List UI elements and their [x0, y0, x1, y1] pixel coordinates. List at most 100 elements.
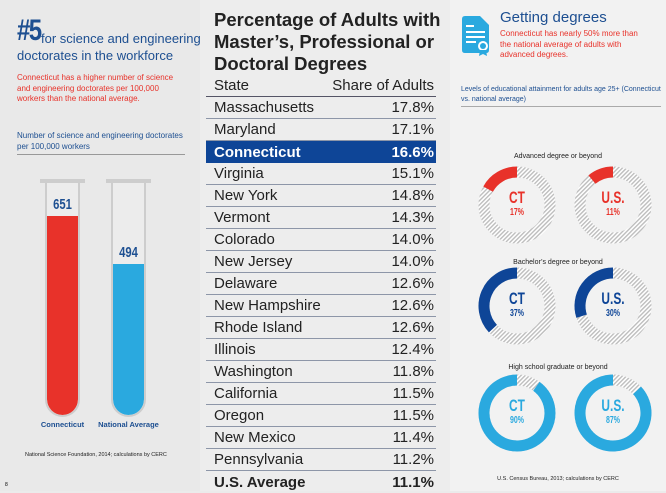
donut-slice — [483, 166, 518, 193]
table-row: Pennsylvania 11.2% — [206, 449, 436, 471]
table-row: Washington 11.8% — [206, 361, 436, 383]
share-value: 14.3% — [391, 209, 434, 226]
table-row: Illinois 12.4% — [206, 339, 436, 361]
share-value: 14.0% — [391, 231, 434, 248]
state-name: Colorado — [214, 231, 275, 248]
state-name: New Mexico — [214, 429, 296, 446]
tube-chart-label: Number of science and engineering doctor… — [17, 131, 185, 155]
share-value: 12.6% — [391, 297, 434, 314]
table-row: Maryland 17.1% — [206, 119, 436, 141]
table-row: New Mexico 11.4% — [206, 427, 436, 449]
table-row: New Hampshire 12.6% — [206, 295, 436, 317]
donut-slice — [478, 267, 518, 333]
donut-group-label: Bachelor’s degree or beyond — [513, 259, 603, 266]
donut-group-label: Advanced degree or beyond — [514, 153, 602, 160]
rank-text: for science and engineering doctorates i… — [17, 31, 201, 63]
table-row: Vermont 14.3% — [206, 207, 436, 229]
tube-value: 651 — [53, 196, 72, 213]
state-name: New Hampshire — [214, 297, 321, 314]
donut-name: CT — [509, 188, 525, 207]
table-row: Colorado 14.0% — [206, 229, 436, 251]
donut-center-label: U.S. 11% — [596, 188, 631, 219]
left-description: Connecticut has a higher number of scien… — [17, 73, 174, 103]
share-value: 15.1% — [391, 165, 434, 182]
donut-value: 90% — [509, 415, 524, 426]
tube-rim — [40, 179, 85, 183]
share-value: 12.6% — [391, 275, 434, 292]
donut-chart-label: Levels of educational attainment for adu… — [461, 85, 661, 107]
state-name: Washington — [214, 363, 293, 380]
share-value: 11.5% — [392, 385, 434, 402]
share-value: 16.6% — [391, 143, 434, 161]
share-value: 14.0% — [391, 253, 434, 270]
donut-center-label: U.S. 30% — [596, 289, 631, 320]
table-row: New Jersey 14.0% — [206, 251, 436, 273]
donut-center-label: CT 17% — [500, 188, 535, 219]
tube — [111, 183, 146, 417]
table-row: Delaware 12.6% — [206, 273, 436, 295]
state-name: Oregon — [214, 407, 265, 424]
table-row: New York 14.8% — [206, 185, 436, 207]
rank-number: #5 — [17, 14, 42, 47]
state-name: Delaware — [214, 275, 278, 292]
donut-slice — [478, 374, 556, 452]
table-row: U.S. Average 11.1% — [206, 471, 436, 493]
state-name: Illinois — [214, 341, 256, 358]
right-source: U.S. Census Bureau, 2013; calculations b… — [497, 476, 619, 482]
share-value: 12.6% — [391, 319, 434, 336]
donut-center-label: CT 37% — [500, 289, 535, 320]
column-header-state: State — [214, 77, 250, 94]
share-value: 17.8% — [391, 99, 434, 116]
page-number: 8 — [5, 482, 8, 488]
donut-group-label: High school graduate or beyond — [508, 364, 608, 371]
table-row: Oregon 11.5% — [206, 405, 436, 427]
donut-value: 17% — [509, 207, 524, 218]
tube — [45, 183, 80, 417]
share-value: 12.4% — [391, 341, 434, 358]
state-name: California — [214, 385, 278, 402]
donut-slice — [574, 267, 614, 318]
table-row: Connecticut 16.6% — [206, 141, 436, 163]
donut-name: U.S. — [601, 396, 625, 415]
table-row: Massachusetts 17.8% — [206, 97, 436, 119]
tube-label: Connecticut — [40, 420, 85, 429]
left-panel — [0, 0, 200, 491]
state-name: Vermont — [214, 209, 270, 226]
donut-charts — [478, 166, 652, 452]
share-value: 11.4% — [392, 429, 434, 446]
donut-center-label: CT 90% — [500, 396, 535, 427]
donut-center-label: U.S. 87% — [596, 396, 631, 427]
donut-name: CT — [509, 289, 525, 308]
table-row: Virginia 15.1% — [206, 163, 436, 185]
tube-value: 494 — [119, 243, 138, 261]
tube-fill-bar — [47, 216, 78, 415]
tube-label: National Average — [98, 420, 159, 429]
share-value: 11.8% — [392, 363, 434, 380]
donut-slice — [574, 374, 652, 452]
state-name: Pennsylvania — [214, 451, 304, 468]
column-header-share: Share of Adults — [332, 77, 434, 94]
tube-rim — [106, 179, 151, 183]
state-name: Massachusetts — [214, 99, 315, 116]
donut-value: 37% — [509, 308, 524, 319]
donut-name: U.S. — [601, 289, 625, 308]
share-value: 11.5% — [392, 407, 434, 424]
state-name: Virginia — [214, 165, 264, 182]
table-row: Rhode Island 12.6% — [206, 317, 436, 339]
donut-name: U.S. — [601, 188, 625, 207]
state-name: Maryland — [214, 121, 276, 138]
share-value: 17.1% — [391, 121, 434, 138]
tube-fill-bar — [113, 264, 144, 415]
share-value: 11.1% — [392, 473, 434, 491]
state-name: U.S. Average — [214, 473, 306, 491]
right-description: Connecticut has nearly 50% more than the… — [500, 29, 638, 59]
donut-name: CT — [509, 396, 525, 415]
share-value: 14.8% — [391, 187, 434, 204]
donut-value: 30% — [605, 308, 620, 319]
state-name: Rhode Island — [214, 319, 303, 336]
state-name: Connecticut — [214, 143, 301, 161]
state-name: New York — [214, 187, 278, 204]
share-value: 11.2% — [392, 451, 434, 468]
table-header: State Share of Adults — [206, 75, 436, 97]
donut-value: 11% — [606, 207, 620, 218]
